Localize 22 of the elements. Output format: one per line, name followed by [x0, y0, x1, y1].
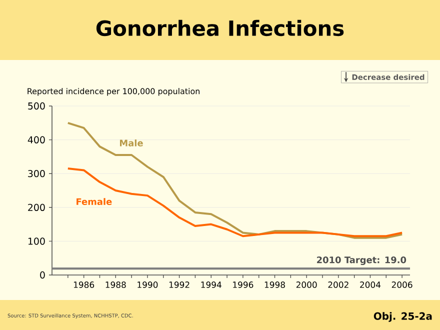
y-tick-label: 300 — [28, 170, 45, 178]
x-tick-label: 1990 — [138, 282, 158, 288]
x-tick-label: 1994 — [201, 282, 222, 288]
ref-line-label: 2010 Target: 19.0 — [317, 256, 406, 266]
x-tick-label: 2006 — [392, 282, 412, 288]
x-tick-label: 2004 — [360, 282, 381, 288]
chart-title: Gonorrhea Infections — [96, 20, 344, 36]
y-tick-label: 200 — [28, 204, 45, 211]
y-tick-label: 100 — [28, 238, 45, 245]
x-tick-label: 1988 — [106, 282, 126, 288]
y-tick-label: 400 — [28, 136, 45, 144]
x-tick-label: 2000 — [296, 282, 317, 288]
text: Obj. 25-2a — [374, 312, 432, 322]
x-tick-label: 1996 — [233, 282, 254, 288]
x-tick-label: 1992 — [169, 282, 190, 288]
y-tick-label: 500 — [28, 102, 45, 110]
x-tick-label: 1986 — [74, 282, 94, 288]
x-tick-label: 2002 — [328, 282, 348, 288]
y-tick-label: 0 — [40, 271, 45, 279]
series-label: Male — [120, 139, 143, 146]
series-label: Female — [76, 198, 112, 206]
x-tick-label: 1998 — [264, 282, 285, 288]
